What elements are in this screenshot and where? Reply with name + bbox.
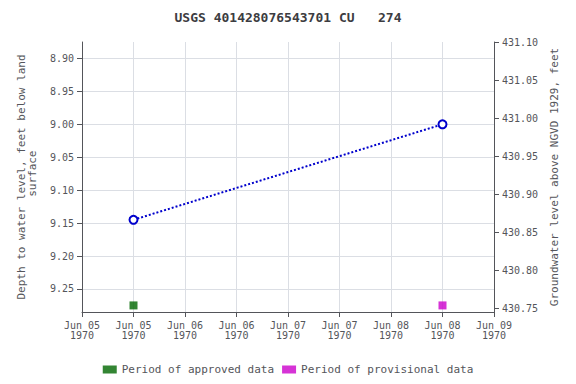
svg-text:8.95: 8.95 [50,86,74,97]
svg-text:Jun 07: Jun 07 [321,319,358,331]
svg-text:Period of provisional data: Period of provisional data [301,363,473,376]
svg-text:Jun 05: Jun 05 [115,319,152,331]
svg-text:431.10: 431.10 [502,37,538,48]
svg-text:surface: surface [26,151,39,204]
svg-text:1970: 1970 [482,330,506,341]
svg-text:430.95: 430.95 [502,151,538,162]
svg-text:Jun 05: Jun 05 [63,319,101,331]
svg-text:Jun 06: Jun 06 [166,319,204,331]
svg-text:1970: 1970 [276,330,300,341]
svg-text:1970: 1970 [379,330,403,341]
svg-text:1970: 1970 [70,330,94,341]
svg-text:1970: 1970 [327,330,351,341]
svg-text:Jun 09: Jun 09 [475,319,513,331]
svg-text:9.20: 9.20 [50,251,74,262]
svg-text:Jun 08: Jun 08 [424,319,461,331]
svg-text:430.90: 430.90 [502,189,538,200]
svg-text:1970: 1970 [121,330,145,341]
svg-text:1970: 1970 [173,330,197,341]
svg-text:Jun 08: Jun 08 [372,319,410,331]
svg-text:430.80: 430.80 [502,265,538,276]
svg-text:9.05: 9.05 [50,152,74,163]
svg-text:430.85: 430.85 [502,227,538,238]
svg-text:Period of approved data: Period of approved data [122,363,274,376]
svg-text:9.00: 9.00 [50,119,74,130]
svg-text:9.10: 9.10 [50,185,74,196]
svg-text:431.05: 431.05 [502,75,538,86]
svg-text:Jun 07: Jun 07 [269,319,307,331]
svg-text:8.90: 8.90 [50,53,74,64]
svg-text:USGS 401428076543701 CU 274: USGS 401428076543701 CU 274 [175,10,402,25]
svg-text:1970: 1970 [224,330,248,341]
svg-text:Depth to water level, feet bel: Depth to water level, feet below land [15,54,28,300]
svg-text:9.25: 9.25 [50,283,74,294]
svg-text:1970: 1970 [430,330,454,341]
svg-text:Groundwater level above NGVD 1: Groundwater level above NGVD 1929, feet [548,48,561,306]
svg-text:431.00: 431.00 [502,113,538,124]
svg-text:9.15: 9.15 [50,218,74,229]
svg-text:Jun 06: Jun 06 [218,319,255,331]
svg-text:430.75: 430.75 [502,303,538,314]
